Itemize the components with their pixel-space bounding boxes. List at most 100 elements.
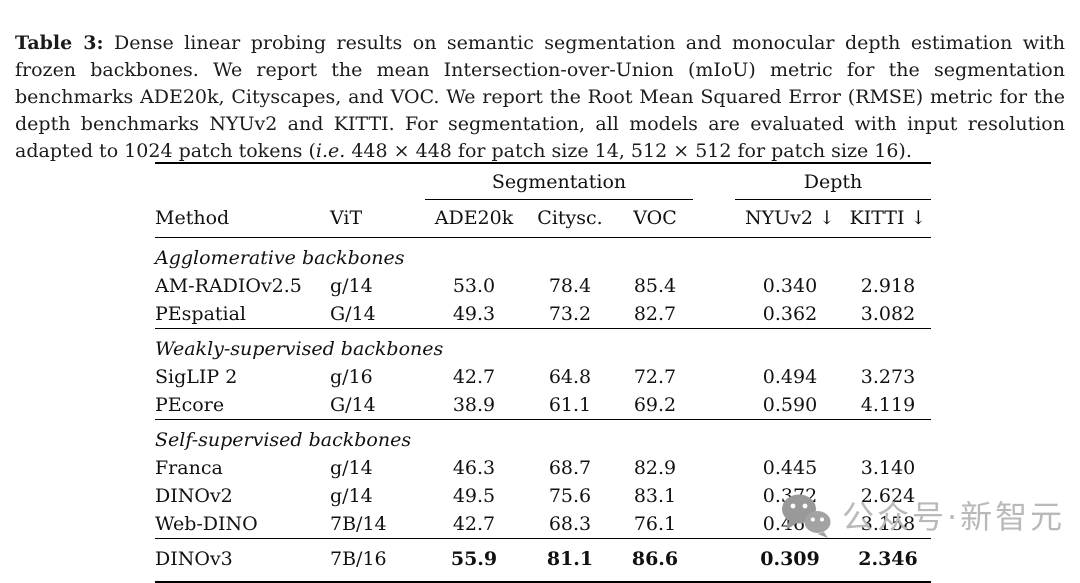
cell-vit: g/14 — [330, 485, 373, 507]
cell-ade20k: 49.3 — [425, 300, 523, 329]
span-header-depth: Depth — [735, 163, 931, 200]
table-row: AM-RADIOv2.5 g/14 53.0 78.4 85.4 0.340 2… — [155, 272, 931, 300]
section-title-row: Self-supervised backbones — [155, 420, 931, 455]
caption-label: Table 3: — [15, 32, 104, 54]
cell-vit: G/14 — [330, 300, 425, 329]
cell-ade20k: 53.0 — [452, 275, 496, 297]
cell-voc: 82.9 — [633, 457, 677, 479]
cell-citysc: 61.1 — [523, 391, 617, 420]
column-spacer — [693, 163, 735, 200]
cell-voc: 69.2 — [617, 391, 693, 420]
cell-kitti: 3.158 — [845, 510, 931, 539]
cell-vit: 7B/16 — [330, 538, 425, 583]
column-header-voc: VOC — [617, 199, 693, 238]
cell-voc: 76.1 — [617, 510, 693, 539]
column-spacer — [693, 510, 735, 539]
cell-nyuv2: 0.590 — [735, 391, 845, 420]
cell-citysc: 64.8 — [548, 366, 592, 388]
cell-ade20k: 46.3 — [452, 457, 496, 479]
cell-voc: 72.7 — [633, 366, 677, 388]
column-spacer — [693, 391, 735, 420]
cell-method: Franca — [155, 457, 223, 479]
column-spacer — [693, 300, 735, 329]
cell-ade20k: 42.7 — [452, 366, 496, 388]
highlight-row: DINOv3 7B/16 55.9 81.1 86.6 0.309 2.346 — [155, 538, 931, 583]
cell-nyuv2: 0.372 — [762, 485, 818, 507]
caption-text-2: 448 × 448 for patch size 14, 512 × 512 f… — [351, 140, 912, 162]
cell-ade20k: 55.9 — [425, 538, 523, 583]
cell-vit: G/14 — [330, 391, 425, 420]
cell-kitti: 3.082 — [845, 300, 931, 329]
cell-method: DINOv3 — [155, 538, 330, 583]
cell-voc: 85.4 — [633, 275, 677, 297]
column-spacer — [693, 482, 735, 510]
column-header-ade20k: ADE20k — [425, 199, 523, 238]
table-row: DINOv2 g/14 49.5 75.6 83.1 0.372 2.624 — [155, 482, 931, 510]
section-title: Agglomerative backbones — [155, 247, 405, 269]
column-header-citysc: Citysc. — [523, 199, 617, 238]
column-spacer — [693, 199, 735, 238]
table-row: SigLIP 2 g/16 42.7 64.8 72.7 0.494 3.273 — [155, 363, 931, 391]
section-title-row: Weakly-supervised backbones — [155, 329, 931, 364]
cell-ade20k: 42.7 — [425, 510, 523, 539]
column-spacer — [693, 363, 735, 391]
cell-citysc: 73.2 — [523, 300, 617, 329]
cell-vit: g/14 — [330, 457, 373, 479]
results-table-container: Segmentation Depth Method ViT ADE20k Cit… — [155, 162, 931, 583]
cell-kitti: 3.273 — [860, 366, 916, 388]
table-row: PEspatial G/14 49.3 73.2 82.7 0.362 3.08… — [155, 300, 931, 329]
table-row: Franca g/14 46.3 68.7 82.9 0.445 3.140 — [155, 454, 931, 482]
cell-method: SigLIP 2 — [155, 366, 238, 388]
column-header-method: Method — [155, 199, 330, 238]
cell-voc: 83.1 — [633, 485, 677, 507]
span-header-segmentation: Segmentation — [425, 163, 693, 200]
cell-citysc: 68.3 — [523, 510, 617, 539]
paper-page: Table 3: Dense linear probing results on… — [15, 30, 1065, 583]
column-spacer — [693, 454, 735, 482]
cell-method: PEcore — [155, 391, 330, 420]
column-header-kitti: KITTI ↓ — [845, 199, 931, 238]
cell-kitti: 2.918 — [860, 275, 916, 297]
table-row: PEcore G/14 38.9 61.1 69.2 0.590 4.119 — [155, 391, 931, 420]
cell-kitti: 3.140 — [860, 457, 916, 479]
cell-method: PEspatial — [155, 300, 330, 329]
cell-ade20k: 49.5 — [452, 485, 496, 507]
column-header-nyuv2: NYUv2 ↓ — [735, 199, 845, 238]
table-row: Web-DINO 7B/14 42.7 68.3 76.1 0.466 3.15… — [155, 510, 931, 539]
cell-method: DINOv2 — [155, 485, 233, 507]
cell-nyuv2: 0.466 — [735, 510, 845, 539]
caption-ie-abbrev: i.e. — [315, 140, 346, 162]
cell-citysc: 78.4 — [548, 275, 592, 297]
caption-text-1: Dense linear probing results on semantic… — [15, 32, 1065, 162]
cell-nyuv2: 0.309 — [735, 538, 845, 583]
cell-kitti: 2.346 — [845, 538, 931, 583]
cell-ade20k: 38.9 — [425, 391, 523, 420]
section-title: Weakly-supervised backbones — [155, 338, 444, 360]
cell-kitti: 2.624 — [860, 485, 916, 507]
cell-method: Web-DINO — [155, 510, 330, 539]
cell-vit: g/14 — [330, 275, 373, 297]
section-title: Self-supervised backbones — [155, 429, 412, 451]
cell-nyuv2: 0.340 — [762, 275, 818, 297]
cell-citysc: 81.1 — [523, 538, 617, 583]
column-spacer — [693, 538, 735, 583]
cell-voc: 82.7 — [617, 300, 693, 329]
cell-voc: 86.6 — [617, 538, 693, 583]
cell-vit: 7B/14 — [330, 510, 425, 539]
column-header-vit: ViT — [330, 199, 425, 238]
span-header-empty — [155, 163, 425, 200]
section-title-row: Agglomerative backbones — [155, 238, 931, 273]
column-spacer — [693, 272, 735, 300]
cell-citysc: 75.6 — [548, 485, 592, 507]
cell-vit: g/16 — [330, 366, 373, 388]
cell-citysc: 68.7 — [548, 457, 592, 479]
cell-nyuv2: 0.445 — [762, 457, 818, 479]
cell-kitti: 4.119 — [845, 391, 931, 420]
column-header-row: Method ViT ADE20k Citysc. VOC NYUv2 ↓ KI… — [155, 199, 931, 238]
results-table: Segmentation Depth Method ViT ADE20k Cit… — [155, 162, 931, 583]
cell-nyuv2: 0.362 — [735, 300, 845, 329]
span-header-row: Segmentation Depth — [155, 163, 931, 200]
cell-method: AM-RADIOv2.5 — [155, 275, 302, 297]
table-caption: Table 3: Dense linear probing results on… — [15, 30, 1065, 165]
cell-nyuv2: 0.494 — [762, 366, 818, 388]
